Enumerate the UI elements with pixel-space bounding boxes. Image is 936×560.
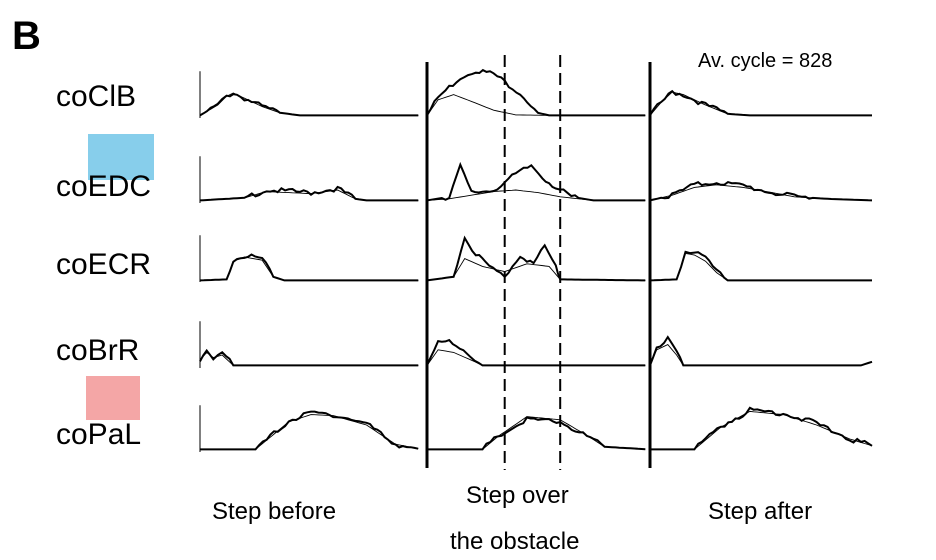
pink-color-swatch xyxy=(86,376,140,420)
trace-thick-coEDC xyxy=(199,161,873,202)
phase-label-step-over-line2: the obstacle xyxy=(450,528,580,555)
blue-color-swatch xyxy=(88,134,154,180)
muscle-label-coPaL: coPaL xyxy=(56,418,142,451)
panel-label: B xyxy=(12,14,41,58)
muscle-label-coClB: coClB xyxy=(56,80,137,113)
trace-thick-coBrR xyxy=(199,335,873,367)
phase-label-step-after: Step after xyxy=(708,498,813,525)
muscle-label-coEDC: coEDC xyxy=(56,170,152,203)
trace-thick-coClB xyxy=(199,68,872,117)
trace-thick-coPaL xyxy=(200,406,873,451)
muscle-label-coBrR: coBrR xyxy=(56,334,140,367)
muscle-label-coECR: coECR xyxy=(56,248,152,281)
trace-thin-coBrR xyxy=(199,344,873,366)
phase-label-step-before: Step before xyxy=(212,498,337,525)
trace-thick-coECR xyxy=(199,235,872,282)
average-cycle-annotation: Av. cycle = 828 xyxy=(698,50,833,72)
phase-label-step-over-line1: Step over xyxy=(466,482,569,509)
